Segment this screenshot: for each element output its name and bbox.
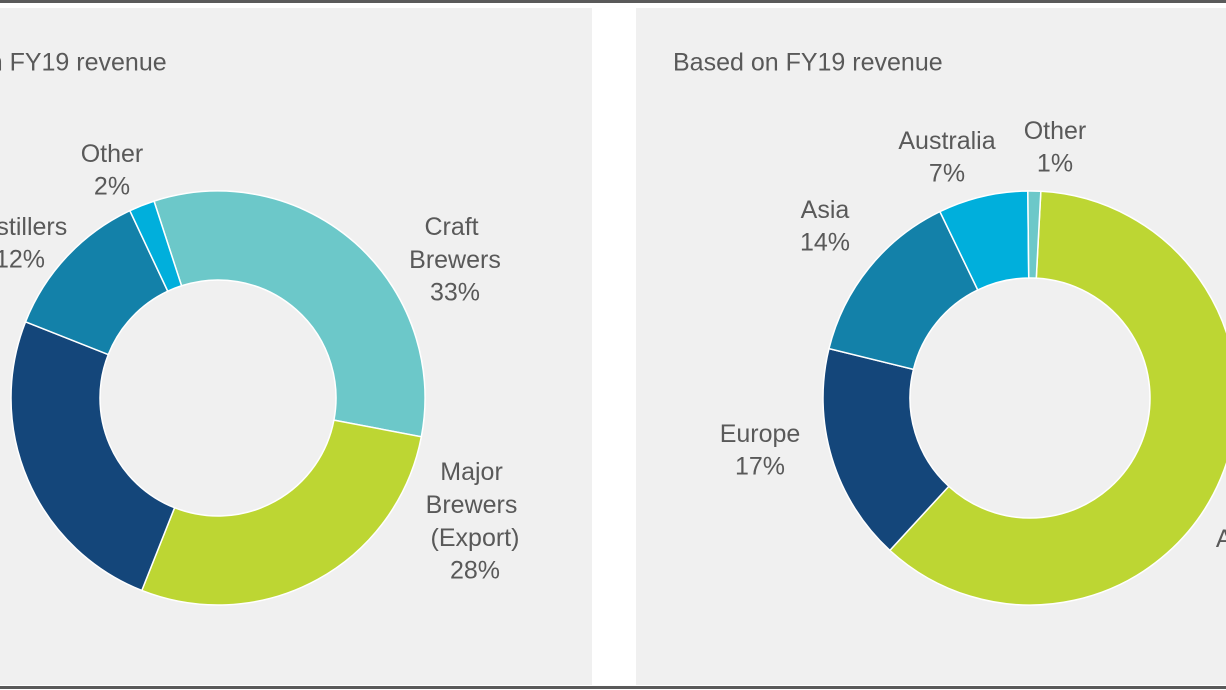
segment-value-label: 33%: [430, 279, 480, 307]
donut-segment: [153, 190, 426, 438]
chart-subtitle: Based on FY19 revenue: [0, 49, 167, 77]
segment-label: Other: [81, 140, 144, 168]
segment-label: Other: [1024, 117, 1087, 145]
segment-label: Europe: [720, 420, 801, 448]
chart-subtitle: Based on FY19 revenue: [673, 49, 943, 77]
donut-segment: [888, 190, 1226, 606]
segment-value-label: 2%: [94, 173, 130, 201]
segment-value-label: 12%: [0, 246, 45, 274]
donut-segment: [140, 419, 423, 606]
segment-label: Americas: [1216, 525, 1226, 553]
segment-value-label: 1%: [1037, 150, 1073, 178]
donut-segment: [1027, 190, 1042, 279]
donut-segment: [10, 320, 176, 592]
donut-segment: [128, 200, 183, 293]
right-panel: [636, 8, 1226, 685]
segment-label: Australia: [898, 127, 995, 155]
segment-label: Asia: [801, 196, 850, 224]
segment-label: Distillers: [0, 213, 67, 241]
segment-value-label: 14%: [800, 229, 850, 257]
segment-value-label: 7%: [929, 160, 965, 188]
segment-value-label: 28%: [450, 557, 500, 585]
segment-label: Craft Brewers: [409, 213, 501, 274]
segment-value-label: 17%: [735, 453, 785, 481]
segment-label: Major Brewers (Export): [426, 458, 525, 552]
